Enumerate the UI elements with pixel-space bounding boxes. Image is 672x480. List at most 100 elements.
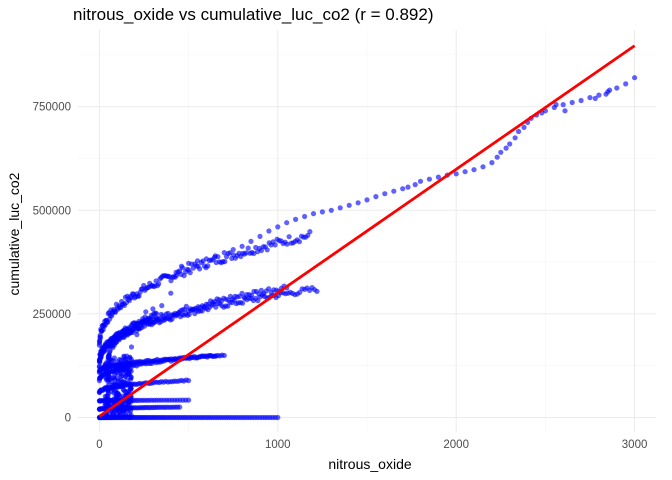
data-point [498,149,504,155]
data-point [355,200,361,206]
data-point [426,176,432,182]
data-point [134,332,140,338]
data-point [462,169,468,175]
data-point [284,241,290,247]
data-point [578,97,584,104]
data-point [221,352,227,359]
fit-line-layer [98,44,636,418]
x-tick-label: 1000 [265,439,291,451]
data-point [106,377,113,383]
x-axis-title: nitrous_oxide [328,456,411,472]
data-point [255,298,261,304]
data-point [119,393,125,399]
chart-title: nitrous_oxide vs cumulative_luc_co2 (r =… [73,5,434,24]
data-point [139,319,145,325]
data-point [203,256,209,262]
data-point [373,194,379,200]
data-point [328,207,334,213]
data-point [222,259,228,265]
data-point [106,353,112,359]
data-point [400,186,406,192]
data-point [412,182,418,188]
data-point [119,382,125,388]
data-point [107,366,113,372]
data-point [293,216,299,222]
data-point [507,141,513,147]
data-point [248,292,255,298]
data-point [177,404,183,410]
data-point [121,387,127,393]
data-point [212,353,218,359]
data-point [123,411,129,417]
data-point [560,102,566,108]
data-point [187,270,193,276]
data-point [603,91,609,97]
data-point [284,220,290,226]
data-point [521,124,527,130]
data-point [471,167,477,173]
data-point [186,378,192,384]
data-point [127,354,133,360]
data-point [266,228,272,234]
data-point [117,412,123,418]
data-point [346,202,352,208]
data-point [109,414,115,420]
data-point [489,160,495,166]
data-point [319,209,325,215]
data-point [186,260,192,266]
data-point [512,135,518,141]
data-point [592,95,598,101]
data-point [118,377,124,383]
data-point [516,128,522,135]
data-point [607,87,613,93]
regression-line [98,44,636,418]
data-point [197,266,203,272]
data-point [553,102,559,108]
data-point [96,363,103,369]
y-tick-label: 500000 [33,205,71,217]
data-point [205,263,211,269]
data-points [96,75,638,421]
data-point [296,239,302,245]
data-point [103,396,109,402]
data-point [314,288,320,294]
data-point [119,365,126,371]
data-point [118,360,124,366]
data-point [194,258,201,264]
data-point [122,405,129,411]
data-point [124,366,130,372]
data-point [123,361,129,367]
data-point [302,213,308,220]
tick-labels: 0 1000 2000 3000 0 250000 500000 750000 [33,102,648,451]
data-point [212,253,218,259]
data-point [503,145,509,151]
data-point [178,263,185,269]
data-point [562,108,568,114]
data-point [173,269,179,275]
x-tick-label: 0 [96,439,102,451]
data-point [137,325,143,331]
data-point [405,184,411,190]
data-point [168,290,174,296]
data-point [127,383,133,389]
data-point [480,164,486,170]
data-point [382,191,388,197]
data-point [127,411,133,417]
data-point [143,309,149,315]
data-point [614,85,620,91]
data-point [183,303,189,309]
data-point [111,410,117,416]
data-point [221,250,227,256]
data-point [337,205,343,211]
data-point [453,171,459,177]
y-tick-label: 0 [65,412,71,424]
data-point [153,311,160,317]
data-point [391,188,397,194]
data-point [159,303,165,309]
data-point [275,224,281,230]
data-point [243,250,249,256]
y-tick-label: 750000 [33,102,71,114]
data-point [286,234,292,240]
data-point [623,81,629,87]
